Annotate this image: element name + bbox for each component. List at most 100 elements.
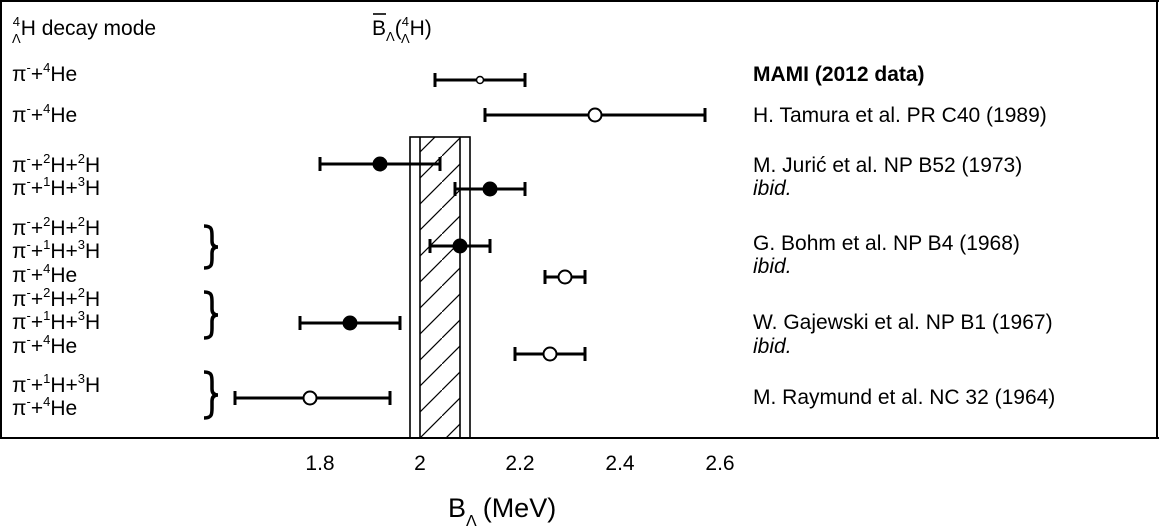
decay-mode-1-part-3: 4: [43, 101, 50, 116]
data-point-8: [233, 390, 392, 406]
decay-mode-2-part-6: H: [85, 154, 100, 177]
decay-mode-3-part-0: π: [12, 177, 27, 200]
tick-label-4: 2.6: [705, 452, 734, 475]
decay-mode-7-part-1: -: [27, 285, 31, 300]
decay-mode-1-part-1: -: [27, 101, 31, 116]
x-axis-label-main: B: [448, 493, 466, 523]
marker-7: [542, 346, 558, 362]
decay-mode-5-part-6: H: [85, 240, 100, 263]
data-point-3: [453, 181, 527, 197]
decay-mode-3: π-+1H+3H: [12, 174, 100, 200]
braces: [203, 224, 219, 420]
decay-mode-5-part-3: 1: [43, 237, 50, 252]
decay-mode-3-part-2: +: [31, 177, 43, 200]
reference-7: ibid.: [753, 335, 792, 358]
decay-mode-9-part-3: 4: [43, 332, 50, 347]
decay-mode-10-part-4: H+: [50, 374, 77, 397]
decay-mode-10-part-2: +: [31, 374, 43, 397]
reference-4: G. Bohm et al. NP B4 (1968): [753, 232, 1020, 255]
reference-8: M. Raymund et al. NC 32 (1964): [753, 386, 1055, 409]
decay-mode-0-part-0: π: [12, 63, 27, 86]
decay-mode-8-part-3: 1: [43, 308, 50, 323]
marker-3: [482, 181, 498, 197]
decay-mode-4-part-4: H+: [50, 217, 77, 240]
mean-header-sup: 4: [402, 14, 409, 29]
decay-mode-8-part-2: +: [31, 311, 43, 334]
decay-mode-labels: π-+4Heπ-+4Heπ-+2H+2Hπ-+1H+3Hπ-+2H+2Hπ-+1…: [12, 60, 100, 420]
decay-mode-9-part-1: -: [27, 332, 31, 347]
x-axis-label: BΛ (MeV): [448, 493, 556, 530]
decay-mode-1-part-0: π: [12, 104, 27, 127]
decay-mode-11-part-2: +: [31, 397, 43, 420]
decay-mode-2-part-2: +: [31, 154, 43, 177]
decay-mode-5: π-+1H+3H: [12, 237, 100, 263]
marker-6: [342, 315, 358, 331]
decay-mode-1-part-4: He: [50, 104, 77, 127]
decay-mode-11-part-0: π: [12, 397, 27, 420]
x-axis-label-sub: Λ: [466, 513, 477, 530]
decay-mode-7-part-2: +: [31, 288, 43, 311]
decay-mode-8-part-1: -: [27, 308, 31, 323]
decay-mode-9-part-4: He: [50, 335, 77, 358]
tick-label-3: 2.4: [605, 452, 635, 475]
decay-mode-8-part-0: π: [12, 311, 27, 334]
data-point-0: [433, 73, 527, 87]
decay-mode-5-part-1: -: [27, 237, 31, 252]
decay-mode-7-part-5: 2: [78, 285, 85, 300]
decay-mode-2-part-3: 2: [43, 151, 50, 166]
decay-mode-3-part-5: 3: [78, 174, 85, 189]
decay-mode-0: π-+4He: [12, 60, 77, 86]
x-axis-label-unit: (MeV): [483, 493, 557, 523]
decay-mode-4-part-6: H: [85, 217, 100, 240]
decay-mode-11-part-1: -: [27, 394, 31, 409]
data-points: [233, 73, 707, 406]
decay-mode-10-part-3: 1: [43, 371, 50, 386]
reference-1: H. Tamura et al. PR C40 (1989): [753, 104, 1047, 127]
decay-mode-8: π-+1H+3H: [12, 308, 100, 334]
marker-0: [475, 75, 485, 85]
decay-mode-4-part-0: π: [12, 217, 27, 240]
decay-mode-5-part-2: +: [31, 240, 43, 263]
brace-2: [203, 370, 219, 420]
decay-mode-9-part-2: +: [31, 335, 43, 358]
reference-0: MAMI (2012 data): [753, 63, 925, 86]
decay-mode-10-part-5: 3: [78, 371, 85, 386]
decay-mode-5-part-5: 3: [78, 237, 85, 252]
decay-mode-3-part-6: H: [85, 177, 100, 200]
decay-mode-3-part-1: -: [27, 174, 31, 189]
decay-mode-8-part-5: 3: [78, 308, 85, 323]
decay-mode-10-part-0: π: [12, 374, 27, 397]
data-point-2: [318, 156, 442, 172]
band-outer: [409, 136, 471, 439]
decay-mode-0-part-1: -: [27, 60, 31, 75]
marker-1: [587, 107, 603, 123]
decay-mode-2-part-5: 2: [78, 151, 85, 166]
left-header-sub: Λ: [12, 31, 21, 46]
decay-mode-0-part-2: +: [31, 63, 43, 86]
data-point-5: [543, 269, 587, 285]
reference-labels: MAMI (2012 data) H. Tamura et al. PR C40 …: [753, 63, 1055, 409]
reference-5: ibid.: [753, 255, 792, 278]
decay-mode-1: π-+4He: [12, 101, 77, 127]
brace-0: [203, 224, 219, 270]
left-header-sup: 4: [13, 14, 20, 29]
decay-mode-6: π-+4He: [12, 261, 77, 287]
decay-mode-4-part-1: -: [27, 214, 31, 229]
decay-mode-7-part-0: π: [12, 288, 27, 311]
decay-mode-6-part-3: 4: [43, 261, 50, 276]
reference-3: ibid.: [753, 177, 792, 200]
decay-mode-3-part-4: H+: [50, 177, 77, 200]
decay-mode-2-part-4: H+: [50, 154, 77, 177]
decay-mode-4-part-2: +: [31, 217, 43, 240]
decay-mode-2-part-0: π: [12, 154, 27, 177]
marker-4: [452, 238, 468, 254]
data-point-6: [298, 315, 402, 331]
marker-8: [302, 390, 318, 406]
decay-mode-4-part-5: 2: [78, 214, 85, 229]
reference-2: M. Jurić et al. NP B52 (1973): [753, 154, 1022, 177]
mean-header-sym: B: [372, 17, 386, 40]
data-point-1: [483, 107, 707, 123]
reference-6: W. Gajewski et al. NP B1 (1967): [753, 311, 1053, 334]
mean-header-sub2: Λ: [401, 31, 410, 46]
